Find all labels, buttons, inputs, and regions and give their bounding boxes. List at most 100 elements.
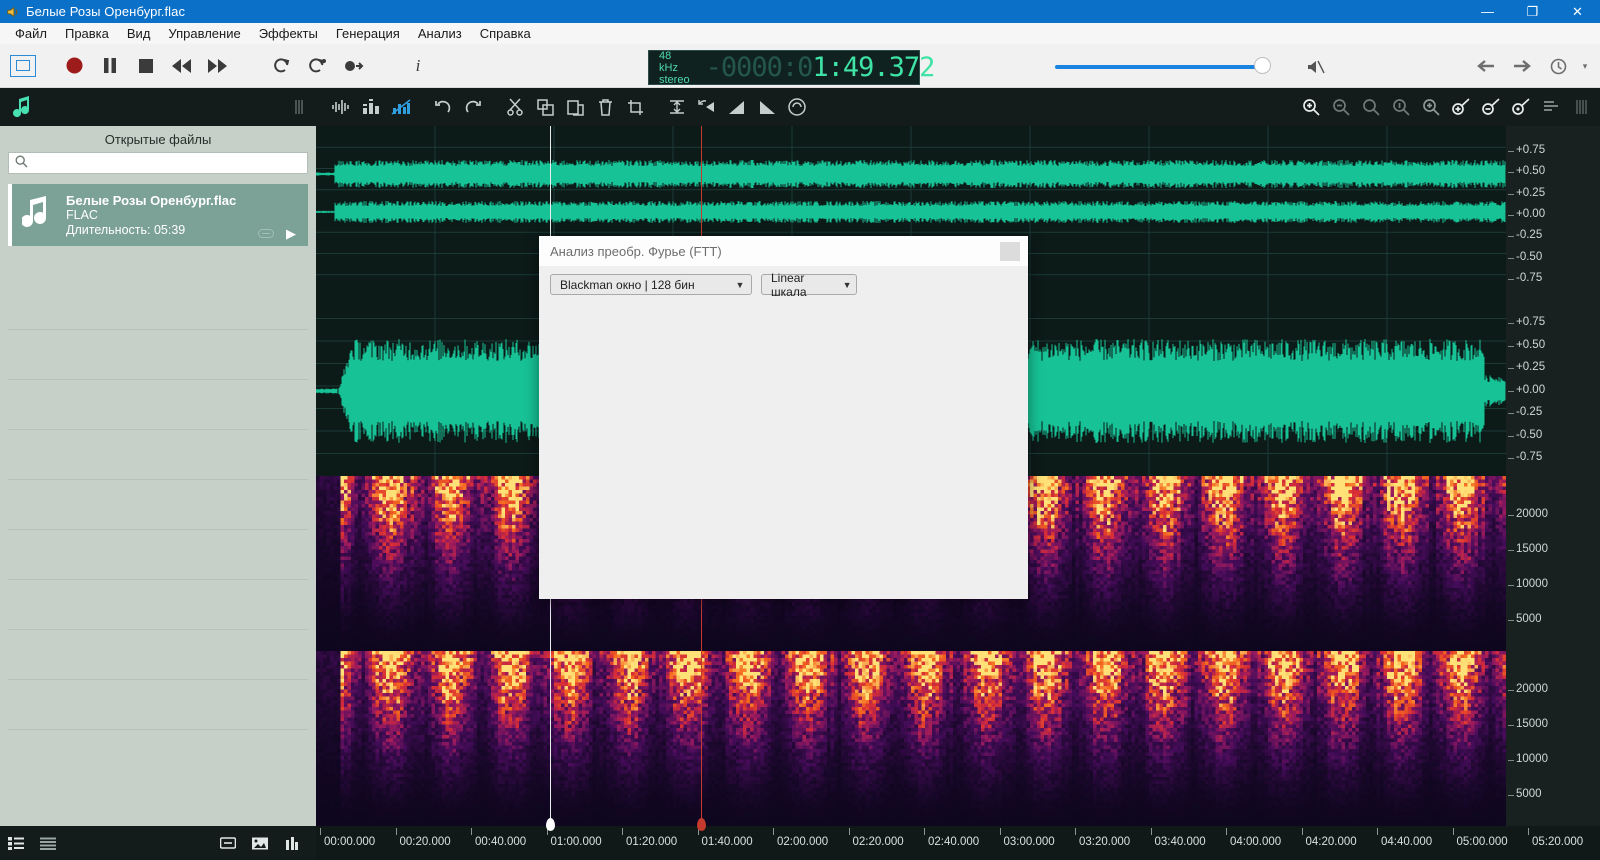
menu-file[interactable]: Файл xyxy=(6,24,56,43)
file-meta: Белые Розы Оренбург.flac FLAC Длительнос… xyxy=(66,193,236,238)
empty-row xyxy=(8,380,308,430)
menu-help[interactable]: Справка xyxy=(471,24,540,43)
zoom-toolbar xyxy=(1296,88,1596,126)
cut-button[interactable] xyxy=(500,93,530,121)
delete-button[interactable] xyxy=(590,93,620,121)
file-list: Белые Розы Оренбург.flac FLAC Длительнос… xyxy=(0,184,316,246)
vzoom-out-button[interactable] xyxy=(1476,93,1506,121)
zoom-fit-button[interactable] xyxy=(1356,93,1386,121)
vzoom-fit-button[interactable] xyxy=(1506,93,1536,121)
levels-button[interactable] xyxy=(1536,93,1566,121)
rewind-button[interactable] xyxy=(164,51,200,81)
menu-generate[interactable]: Генерация xyxy=(327,24,409,43)
menu-control[interactable]: Управление xyxy=(159,24,249,43)
transport-toolbar: i 48 kHz stereo -0000:01:49.372 xyxy=(0,44,1600,88)
sidebar-title: Открытые файлы xyxy=(0,126,316,152)
maximize-button[interactable]: ❐ xyxy=(1510,0,1555,23)
monitor-icon[interactable] xyxy=(212,828,244,858)
view-spectrum-button[interactable] xyxy=(386,93,416,121)
view-bars-button[interactable] xyxy=(356,93,386,121)
menu-analysis[interactable]: Анализ xyxy=(409,24,471,43)
goto-end-button[interactable] xyxy=(336,51,372,81)
reverse-button[interactable] xyxy=(692,93,722,121)
fft-plot[interactable] xyxy=(1081,313,1531,588)
volume-knob[interactable] xyxy=(1254,57,1271,74)
zoom-out-button[interactable] xyxy=(1326,93,1356,121)
window-size-value: Blackman окно | 128 бин xyxy=(551,278,704,292)
window-size-dropdown[interactable]: Blackman окно | 128 бин ▼ xyxy=(550,274,752,295)
files-sidebar: Открытые файлы Белые Розы Оренбург.flac … xyxy=(0,126,316,826)
timeline-ruler[interactable]: 00:00.000 00:20.000 00:40.000 01:00.000 01:2… xyxy=(316,818,1600,860)
speaker-icon[interactable] xyxy=(1305,58,1327,79)
empty-row xyxy=(8,480,308,530)
dialog-controls: Blackman окно | 128 бин ▼ Linear шкала ▼ xyxy=(539,266,1028,299)
menu-edit[interactable]: Правка xyxy=(56,24,118,43)
list-view-icon[interactable] xyxy=(0,828,32,858)
menu-effects[interactable]: Эффекты xyxy=(250,24,327,43)
back-button[interactable] xyxy=(1468,51,1504,81)
image-icon[interactable] xyxy=(244,828,276,858)
play-file-button[interactable]: ▶ xyxy=(286,226,296,242)
dialog-title: Анализ преобр. Фурье (FTT) xyxy=(550,244,722,259)
loop-button[interactable] xyxy=(264,51,300,81)
volume-slider[interactable] xyxy=(1055,57,1271,74)
history-caret-icon[interactable]: ▾ xyxy=(1576,51,1594,81)
fade-out-button[interactable] xyxy=(752,93,782,121)
zoom-full-button[interactable] xyxy=(1416,93,1446,121)
view-waveform-button[interactable] xyxy=(326,93,356,121)
file-name: Белые Розы Оренбург.flac xyxy=(66,193,236,208)
mixer-button[interactable] xyxy=(782,93,812,121)
history-button[interactable] xyxy=(1540,51,1576,81)
menu-view[interactable]: Вид xyxy=(118,24,160,43)
vertical-scales: +0.75 +0.50 +0.25 +0.00 -0.25 -0.50 -0.75 +0.75… xyxy=(1506,126,1600,826)
vzoom-in-button[interactable] xyxy=(1446,93,1476,121)
fade-in-button[interactable] xyxy=(722,93,752,121)
scale-dropdown[interactable]: Linear шкала ▼ xyxy=(761,271,857,299)
fft-dialog[interactable]: Анализ преобр. Фурье (FTT) Blackman окно… xyxy=(539,236,1028,599)
search-box[interactable] xyxy=(8,152,308,174)
toolbar-grip2[interactable] xyxy=(1566,93,1596,121)
search-icon xyxy=(15,155,28,171)
toolbar-grip[interactable] xyxy=(284,93,314,121)
undo-button[interactable] xyxy=(428,93,458,121)
empty-row xyxy=(8,430,308,480)
normalize-button[interactable] xyxy=(662,93,692,121)
music-note-logo-icon xyxy=(0,95,46,119)
empty-row xyxy=(8,330,308,380)
file-duration: Длительность: 05:39 xyxy=(66,223,236,238)
title-bar: Белые Розы Оренбург.flac — ❐ ✕ xyxy=(0,0,1600,23)
forward-button[interactable] xyxy=(200,51,236,81)
close-button[interactable]: ✕ xyxy=(1555,0,1600,23)
list-item[interactable]: Белые Розы Оренбург.flac FLAC Длительнос… xyxy=(8,184,308,246)
crop-button[interactable] xyxy=(620,93,650,121)
pause-button[interactable] xyxy=(92,51,128,81)
window-controls: — ❐ ✕ xyxy=(1465,0,1600,23)
link-icon xyxy=(258,229,274,241)
forward-nav-button[interactable] xyxy=(1504,51,1540,81)
chevron-down-icon: ▼ xyxy=(729,280,751,290)
zoom-in-button[interactable] xyxy=(1296,93,1326,121)
cursor-marker[interactable] xyxy=(546,818,555,831)
paste-button[interactable] xyxy=(560,93,590,121)
detail-view-icon[interactable] xyxy=(32,828,64,858)
redo-button[interactable] xyxy=(458,93,488,121)
search-input[interactable] xyxy=(33,156,307,170)
selection-accent xyxy=(8,184,12,246)
dialog-close-button[interactable] xyxy=(1000,242,1020,261)
time-display[interactable]: 48 kHz stereo -0000:01:49.372 xyxy=(648,50,935,86)
loop-marker-button[interactable] xyxy=(300,51,336,81)
select-tool-button[interactable] xyxy=(10,54,36,77)
copy-button[interactable] xyxy=(530,93,560,121)
playhead-marker[interactable] xyxy=(697,818,706,831)
app-icon xyxy=(0,5,26,19)
empty-rows xyxy=(8,280,308,730)
record-button[interactable] xyxy=(56,51,92,81)
minimize-button[interactable]: — xyxy=(1465,0,1510,23)
info-button[interactable]: i xyxy=(400,51,436,81)
spectrogram-channel-2[interactable] xyxy=(316,651,1506,826)
stop-button[interactable] xyxy=(128,51,164,81)
window-title: Белые Розы Оренбург.flac xyxy=(26,4,1465,19)
levels-status-icon[interactable] xyxy=(276,828,308,858)
zoom-selection-button[interactable] xyxy=(1386,93,1416,121)
